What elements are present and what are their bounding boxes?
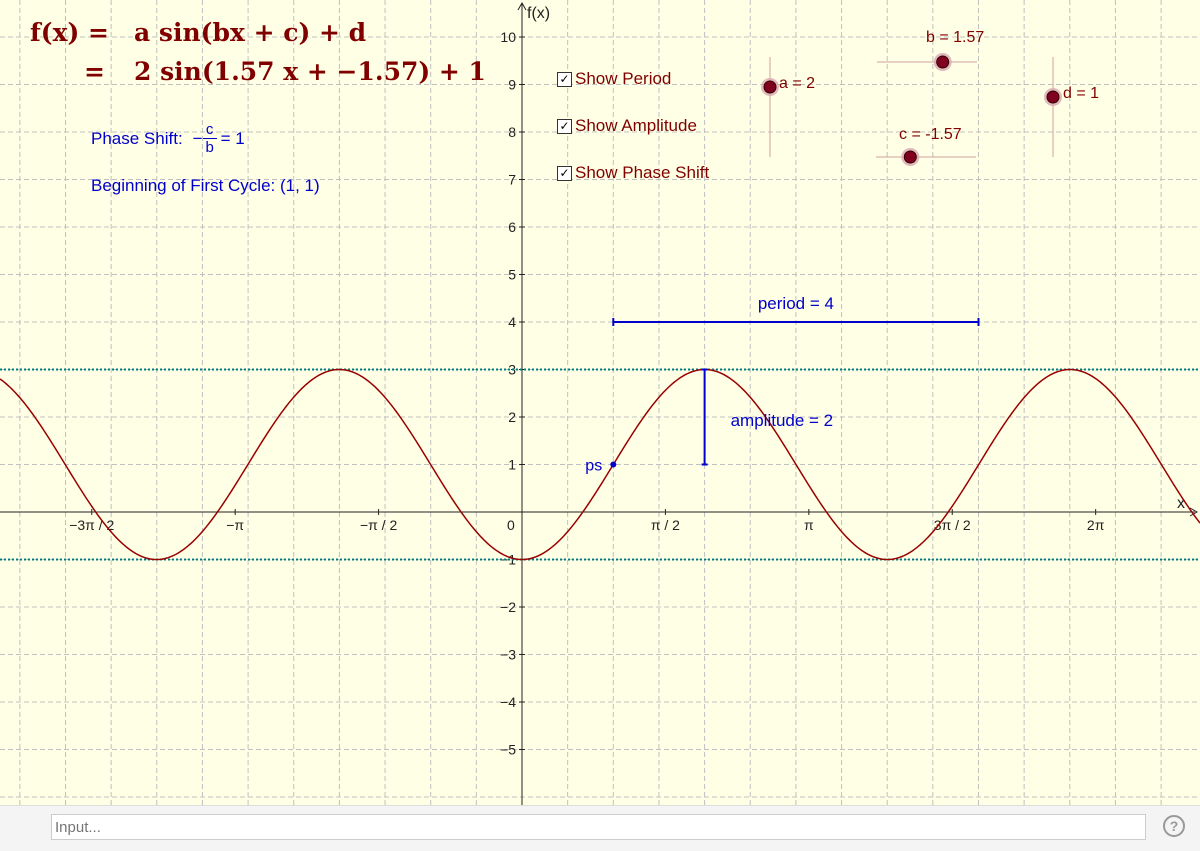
x-axis-arrow <box>1189 507 1199 517</box>
slider-b-label: b = 1.57 <box>926 29 985 46</box>
show-period-label: Show Period <box>575 69 672 88</box>
show-amplitude-checkbox[interactable]: ✓ Show Amplitude <box>557 116 697 136</box>
phase-shift-text: Phase Shift: − c b = 1 <box>91 121 245 156</box>
slider-d-handle <box>1046 90 1060 104</box>
y-tick-label: 2 <box>508 409 516 425</box>
y-tick-label: 8 <box>508 124 516 140</box>
x-tick-label: π <box>804 517 814 533</box>
graphics-view[interactable]: xf(x)−7π / 2−3π−5π / 2−2π−3π / 2−π−π / 2… <box>0 0 1200 805</box>
y-tick-label: 1 <box>508 457 516 473</box>
graph-svg[interactable]: xf(x)−7π / 2−3π−5π / 2−2π−3π / 2−π−π / 2… <box>0 0 1200 805</box>
phase-shift-denominator: b <box>205 139 214 156</box>
sine-curve <box>0 368 1200 561</box>
x-tick-label: π / 2 <box>651 517 680 533</box>
fraction-bar <box>202 138 217 139</box>
amplitude-label: amplitude = 2 <box>731 411 834 430</box>
y-tick-label: −5 <box>500 742 516 758</box>
phase-shift-value: = 1 <box>220 128 245 148</box>
input-bar <box>0 805 1200 851</box>
y-tick-label: 5 <box>508 267 516 283</box>
help-icon[interactable]: ? <box>1163 815 1185 837</box>
x-tick-label: 2π <box>1087 517 1105 533</box>
check-icon[interactable]: ✓ <box>557 118 572 134</box>
y-tick-label: −2 <box>500 599 516 615</box>
show-amplitude-label: Show Amplitude <box>575 116 697 135</box>
formula-specific: 2 sin(1.57 x + −1.57) + 1 <box>134 57 486 86</box>
y-tick-label: −3 <box>500 647 516 663</box>
period-label: period = 4 <box>758 294 834 313</box>
formula-lhs: f(x) = <box>30 18 109 47</box>
x-tick-label: −π / 2 <box>360 517 398 533</box>
slider-c-handle <box>903 150 917 164</box>
show-period-checkbox[interactable]: ✓ Show Period <box>557 69 671 89</box>
phase-shift-numerator: c <box>205 121 214 138</box>
x-tick-label: 0 <box>507 517 515 533</box>
formula-equals: = <box>84 57 105 86</box>
y-axis-arrow <box>517 1 527 11</box>
show-phase-shift-checkbox[interactable]: ✓ Show Phase Shift <box>557 163 709 183</box>
first-cycle-text: Beginning of First Cycle: (1, 1) <box>91 176 320 195</box>
y-tick-label: 9 <box>508 77 516 93</box>
check-icon[interactable]: ✓ <box>557 165 572 181</box>
formula-general: a sin(bx + c) + d <box>134 18 367 47</box>
phase-shift-minus: − <box>192 128 203 148</box>
y-tick-label: 4 <box>508 314 516 330</box>
x-tick-label: −π <box>226 517 244 533</box>
phase-shift-fraction: c b <box>202 121 217 156</box>
slider-b-handle <box>936 55 950 69</box>
y-axis-label: f(x) <box>527 5 550 22</box>
slider-c-label: c = -1.57 <box>899 126 962 143</box>
slider-d-label: d = 1 <box>1063 85 1100 102</box>
phase-shift-label: Phase Shift: <box>91 128 183 148</box>
y-tick-label: −4 <box>500 694 516 710</box>
input-field[interactable] <box>51 814 1146 840</box>
slider-a-handle <box>763 80 777 94</box>
x-axis-label: x <box>1177 495 1185 512</box>
y-tick-label: 6 <box>508 219 516 235</box>
check-icon[interactable]: ✓ <box>557 71 572 87</box>
y-tick-label: 7 <box>508 172 516 188</box>
slider-a-label: a = 2 <box>779 75 816 92</box>
phase-shift-point-label: ps <box>585 458 602 475</box>
show-phase-shift-label: Show Phase Shift <box>575 163 710 182</box>
y-tick-label: 10 <box>500 29 516 45</box>
phase-shift-point <box>610 461 617 468</box>
x-tick-label: −3π / 2 <box>69 517 114 533</box>
x-tick-label: 3π / 2 <box>934 517 971 533</box>
